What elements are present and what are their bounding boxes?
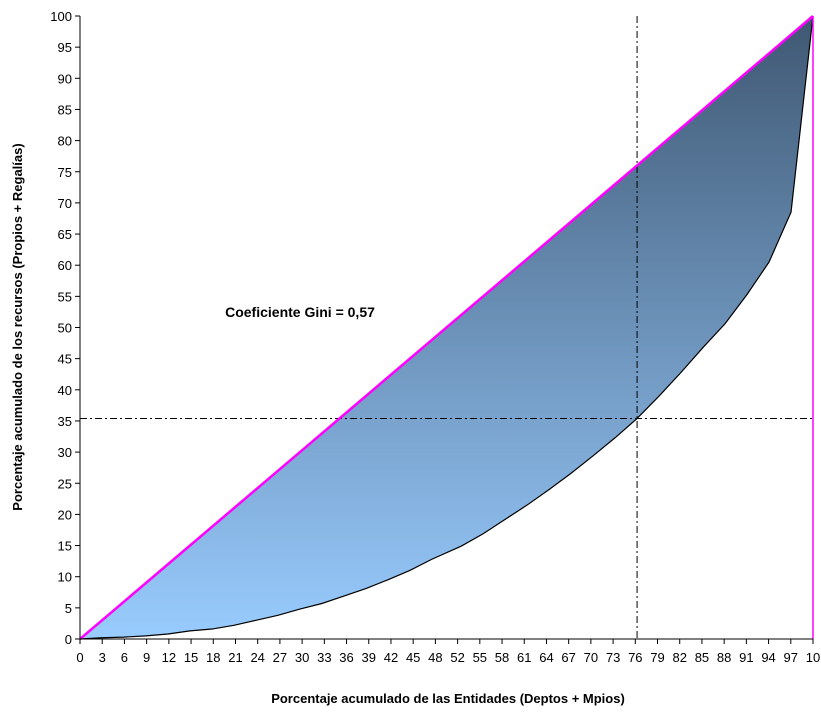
y-tick-label: 15 (58, 539, 72, 554)
x-tick-label: 82 (672, 650, 686, 665)
x-tick-label: 48 (428, 650, 442, 665)
y-tick-label: 60 (58, 258, 72, 273)
x-tick-label: 61 (517, 650, 531, 665)
x-tick-label: 52 (450, 650, 464, 665)
y-tick-label: 90 (58, 71, 72, 86)
x-tick-label: 55 (473, 650, 487, 665)
x-tick-label: 21 (228, 650, 242, 665)
y-tick-label: 85 (58, 102, 72, 117)
x-tick-label: 3 (99, 650, 106, 665)
x-tick-label: 12 (162, 650, 176, 665)
x-tick-label: 45 (406, 650, 420, 665)
x-tick-label: 36 (339, 650, 353, 665)
axes: 0510152025303540455055606570758085909510… (50, 9, 820, 665)
y-tick-label: 35 (58, 414, 72, 429)
y-tick-label: 45 (58, 352, 72, 367)
x-tick-label: 73 (606, 650, 620, 665)
y-tick-label: 20 (58, 507, 72, 522)
x-tick-label: 70 (584, 650, 598, 665)
y-tick-label: 65 (58, 227, 72, 242)
y-tick-label: 95 (58, 40, 72, 55)
gini-annotation: Coeficiente Gini = 0,57 (225, 304, 375, 320)
x-tick-label: 6 (121, 650, 128, 665)
y-tick-label: 10 (58, 570, 72, 585)
x-tick-label: 64 (539, 650, 553, 665)
x-tick-label: 30 (295, 650, 309, 665)
x-tick-label: 27 (273, 650, 287, 665)
plot-area (79, 15, 814, 640)
y-tick-label: 55 (58, 289, 72, 304)
x-tick-label: 58 (495, 650, 509, 665)
x-tick-label: 33 (317, 650, 331, 665)
x-tick-label: 24 (250, 650, 264, 665)
y-tick-label: 50 (58, 321, 72, 336)
y-axis-title: Porcentaje acumulado de los recursos (Pr… (10, 143, 25, 510)
y-tick-label: 40 (58, 383, 72, 398)
x-tick-label: 42 (384, 650, 398, 665)
x-tick-label: 85 (695, 650, 709, 665)
x-tick-label: 39 (362, 650, 376, 665)
y-tick-label: 0 (65, 632, 72, 647)
x-tick-label: 9 (143, 650, 150, 665)
x-tick-label: 18 (206, 650, 220, 665)
x-axis-title: Porcentaje acumulado de las Entidades (D… (271, 691, 625, 706)
x-tick-label: 94 (761, 650, 775, 665)
x-tick-label: 79 (650, 650, 664, 665)
x-tick-label: 88 (717, 650, 731, 665)
y-tick-label: 5 (65, 601, 72, 616)
x-tick-label: 10 (806, 650, 820, 665)
y-tick-label: 75 (58, 165, 72, 180)
lorenz-curve-line (79, 15, 814, 640)
x-tick-label: 67 (561, 650, 575, 665)
y-tick-label: 30 (58, 445, 72, 460)
y-tick-label: 70 (58, 196, 72, 211)
equality-line (79, 15, 814, 640)
x-tick-label: 0 (76, 650, 83, 665)
x-tick-label: 97 (784, 650, 798, 665)
x-tick-label: 91 (739, 650, 753, 665)
y-tick-label: 25 (58, 476, 72, 491)
x-tick-label: 76 (628, 650, 642, 665)
y-tick-label: 80 (58, 134, 72, 149)
y-tick-label: 100 (50, 9, 72, 24)
x-tick-label: 15 (184, 650, 198, 665)
